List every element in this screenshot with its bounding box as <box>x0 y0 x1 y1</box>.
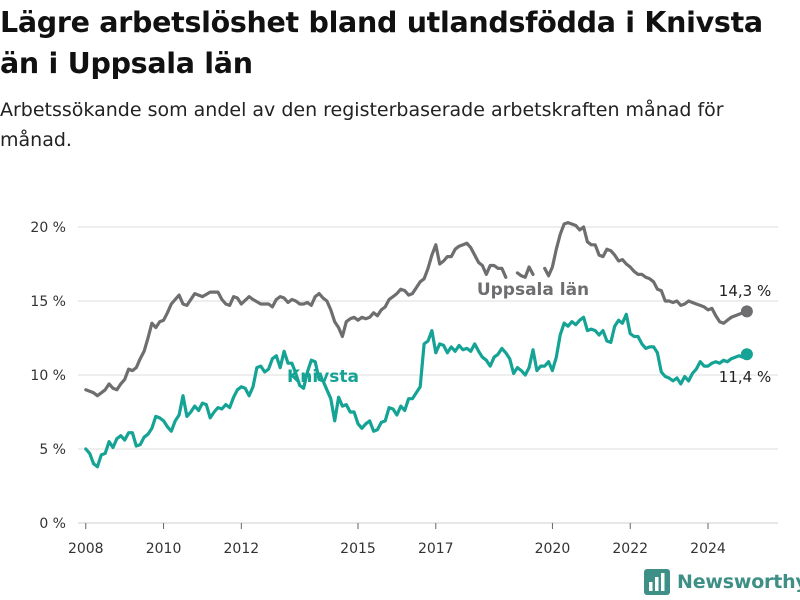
x-tick-label: 2020 <box>535 541 571 557</box>
series-end-point <box>740 348 753 361</box>
y-axis-tick-labels: 0 % 5 % 10 % 15 % 20 % <box>30 220 66 532</box>
series-end-value-label: 14,3 % <box>719 282 771 300</box>
y-tick-label: 0 % <box>39 516 66 532</box>
x-tick-label: 2012 <box>224 541 260 557</box>
x-tick-label: 2015 <box>340 541 376 557</box>
bar-chart-logo-icon <box>644 569 670 595</box>
brand-name: Newsworthy <box>677 571 800 593</box>
chart-title: Lägre arbetslöshet bland utlandsfödda i … <box>0 6 763 80</box>
series-labels: Uppsala län 14,3 % Knivsta 11,4 % <box>287 280 771 387</box>
gridlines <box>78 226 778 524</box>
y-tick-label: 10 % <box>30 368 66 384</box>
series-end-value-label: 11,4 % <box>719 368 771 386</box>
newsworthy-brand[interactable]: Newsworthy <box>644 568 800 596</box>
series-lines <box>84 221 753 469</box>
series-name-label: Knivsta <box>287 367 359 387</box>
series-line-1 <box>84 312 749 469</box>
x-tick-label: 2008 <box>68 541 104 557</box>
y-tick-label: 20 % <box>30 220 66 236</box>
x-tick-label: 2022 <box>612 541 648 557</box>
series-end-point <box>740 305 753 318</box>
x-axis: 2008 2010 2012 2015 2017 2020 2022 2024 <box>68 523 726 557</box>
x-tick-label: 2017 <box>418 541 454 557</box>
chart-subtitle: Arbetssökande som andel av den registerb… <box>0 99 724 151</box>
y-tick-label: 5 % <box>39 442 66 458</box>
series-line-0 <box>84 221 749 398</box>
y-tick-label: 15 % <box>30 294 66 310</box>
x-tick-label: 2024 <box>690 541 726 557</box>
series-name-label: Uppsala län <box>477 280 589 300</box>
x-tick-label: 2010 <box>146 541 182 557</box>
